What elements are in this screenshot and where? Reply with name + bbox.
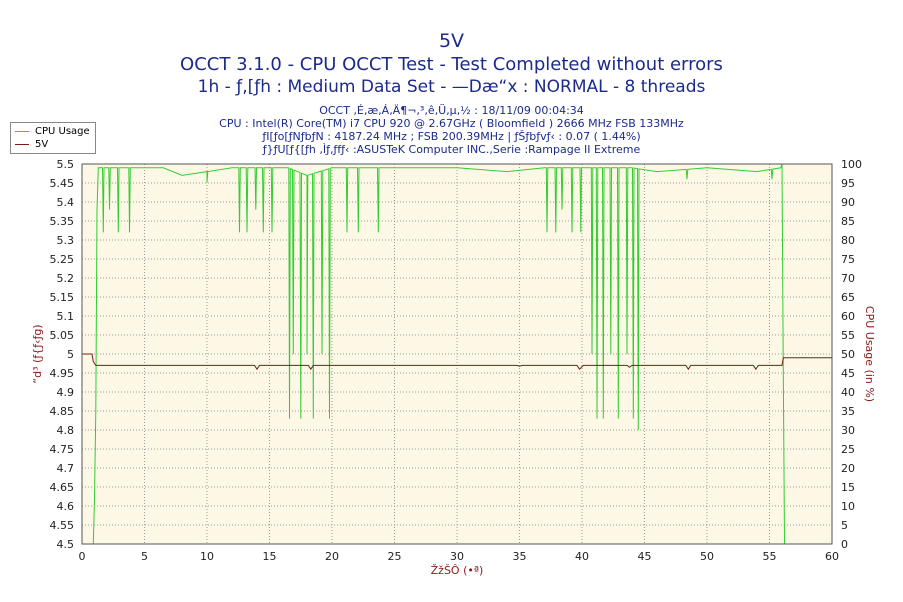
- y-right-tick-label: 75: [841, 253, 855, 266]
- y-right-tick-label: 40: [841, 386, 855, 399]
- y-left-tick-label: 4.65: [50, 481, 75, 494]
- legend-label-cpu-usage: CPU Usage: [35, 125, 90, 137]
- y-right-tick-label: 80: [841, 234, 855, 247]
- x-tick-label: 30: [450, 550, 464, 563]
- y-left-tick-label: 4.6: [57, 500, 75, 513]
- x-tick-label: 0: [79, 550, 86, 563]
- y-right-tick-label: 70: [841, 272, 855, 285]
- y-right-tick-label: 60: [841, 310, 855, 323]
- y-right-tick-label: 35: [841, 405, 855, 418]
- y-right-tick-label: 50: [841, 348, 855, 361]
- y-right-tick-label: 25: [841, 443, 855, 456]
- info-line-cpu: CPU : Intel(R) Core(TM) i7 CPU 920 @ 2.6…: [219, 117, 684, 130]
- y-right-tick-label: 100: [841, 158, 862, 171]
- y-right-tick-label: 0: [841, 538, 848, 551]
- y-left-tick-label: 5.1: [57, 310, 75, 323]
- y-right-tick-label: 5: [841, 519, 848, 532]
- y-left-tick-label: 4.85: [50, 405, 75, 418]
- tick-labels: 0 5 10 15 20 25 30 35 40 45 50 55 604.54.554.64.654.…: [50, 158, 863, 563]
- y-left-tick-label: 5: [67, 348, 74, 361]
- y-left-tick-label: 4.95: [50, 367, 75, 380]
- x-tick-label: 5: [141, 550, 148, 563]
- y-left-tick-label: 5.3: [57, 234, 75, 247]
- y-right-tick-label: 55: [841, 329, 855, 342]
- y-right-tick-label: 20: [841, 462, 855, 475]
- y-left-tick-label: 5.35: [50, 215, 75, 228]
- y-left-tick-label: 5.05: [50, 329, 75, 342]
- info-line-overclock: ƒI[ƒo[ƒNƒbƒN : 4187.24 MHz ; FSB 200.39M…: [262, 130, 641, 143]
- y-right-tick-label: 10: [841, 500, 855, 513]
- x-tick-label: 45: [638, 550, 652, 563]
- legend-label-5v: 5V: [35, 138, 49, 150]
- y-right-tick-label: 95: [841, 177, 855, 190]
- y-left-tick-label: 4.8: [57, 424, 75, 437]
- y-left-tick-label: 4.5: [57, 538, 75, 551]
- legend-item-5v: 5V: [15, 138, 48, 150]
- y-left-tick-label: 5.5: [57, 158, 75, 171]
- x-tick-label: 60: [825, 550, 839, 563]
- grid-lines: [82, 164, 832, 544]
- y-left-tick-label: 4.55: [50, 519, 75, 532]
- y-left-tick-label: 4.75: [50, 443, 75, 456]
- x-axis-label: ŽžŠÔ (•ª): [431, 564, 484, 577]
- y-right-tick-label: 15: [841, 481, 855, 494]
- y-left-tick-label: 5.15: [50, 291, 75, 304]
- series-group: [82, 163, 832, 545]
- series-5v-line: [82, 353, 832, 371]
- y-right-tick-label: 45: [841, 367, 855, 380]
- y-axis-right-label: CPU Usage (in %): [863, 306, 876, 402]
- y-left-tick-label: 5.4: [57, 196, 75, 209]
- x-tick-label: 25: [388, 550, 402, 563]
- y-left-tick-label: 4.7: [57, 462, 75, 475]
- x-tick-label: 20: [325, 550, 339, 563]
- x-tick-label: 40: [575, 550, 589, 563]
- legend-item-cpu-usage: CPU Usage: [15, 125, 90, 137]
- legend-swatch-5v: [15, 143, 29, 145]
- plot-frame: [81, 163, 833, 545]
- chart-subtitle-mode: 1h - ƒ‚[ƒh : Medium Data Set - —Dæ“x : N…: [197, 77, 706, 97]
- x-tick-label: 10: [200, 550, 214, 563]
- x-tick-label: 35: [513, 550, 527, 563]
- legend-swatch-cpu-usage: [15, 130, 29, 132]
- y-right-tick-label: 90: [841, 196, 855, 209]
- y-right-tick-label: 30: [841, 424, 855, 437]
- series-cpu-usage-line: [92, 163, 785, 545]
- info-line-motherboard: ƒ}ƒU[ƒ{[ƒh ‚Ìƒ‚ƒfƒ‹ :ASUSTeK Computer IN…: [262, 143, 641, 156]
- x-tick-label: 50: [700, 550, 714, 563]
- chart-subtitle-test: OCCT 3.1.0 - CPU OCCT Test - Test Comple…: [180, 54, 723, 75]
- y-left-tick-label: 5.25: [50, 253, 75, 266]
- info-line-date: OCCT ‚É‚æ‚Á‚Ä¶¬‚³‚ê‚Ü‚µ‚½ : 18/11/09 00:…: [319, 104, 584, 117]
- y-left-tick-label: 5.2: [57, 272, 75, 285]
- chart-title: 5V: [438, 30, 465, 52]
- y-axis-left-label: “d³ (ƒ{ƒ‹ƒg): [31, 324, 44, 383]
- y-right-tick-label: 85: [841, 215, 855, 228]
- x-tick-label: 55: [763, 550, 777, 563]
- y-left-tick-label: 4.9: [57, 386, 75, 399]
- y-right-tick-label: 65: [841, 291, 855, 304]
- legend: CPU Usage 5V: [10, 122, 96, 154]
- y-left-tick-label: 5.45: [50, 177, 75, 190]
- x-tick-label: 15: [263, 550, 277, 563]
